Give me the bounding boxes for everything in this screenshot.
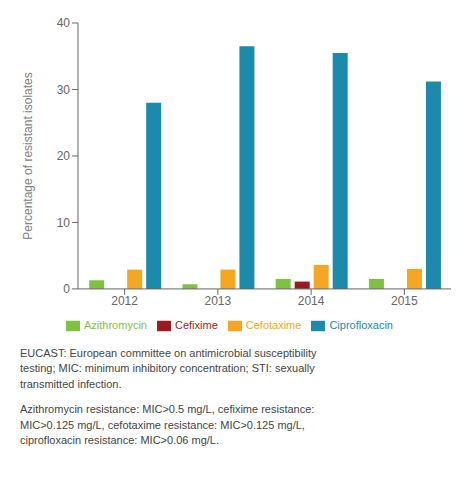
svg-text:Percentage of resistant isolat: Percentage of resistant isolates bbox=[21, 72, 35, 239]
svg-text:2015: 2015 bbox=[391, 294, 418, 308]
svg-text:10: 10 bbox=[57, 216, 71, 230]
html-text:Cefixime: Cefixime bbox=[175, 318, 218, 331]
svg-text:30: 30 bbox=[57, 83, 71, 97]
html-text:Ciprofloxacin: Ciprofloxacin bbox=[329, 318, 393, 331]
svg-text:20: 20 bbox=[57, 149, 71, 163]
svg-text:40: 40 bbox=[57, 16, 71, 30]
svg-text:0: 0 bbox=[63, 282, 70, 296]
svg-text:2013: 2013 bbox=[205, 294, 232, 308]
html-text:Cefotaxime: Cefotaxime bbox=[245, 318, 302, 331]
html-text:EUCAST: European committee on: EUCAST: European committee on antimicrob… bbox=[20, 347, 317, 390]
html-text:Azithromycin: Azithromycin bbox=[84, 318, 147, 331]
html-text:Azithromycin resistance: MIC>0: Azithromycin resistance: MIC>0.5 mg/L, c… bbox=[20, 403, 315, 446]
svg-text:2014: 2014 bbox=[298, 294, 325, 308]
svg-text:2012: 2012 bbox=[111, 294, 138, 308]
